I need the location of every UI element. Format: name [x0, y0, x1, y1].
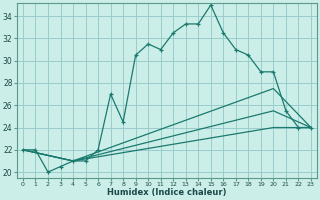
X-axis label: Humidex (Indice chaleur): Humidex (Indice chaleur) [107, 188, 227, 197]
